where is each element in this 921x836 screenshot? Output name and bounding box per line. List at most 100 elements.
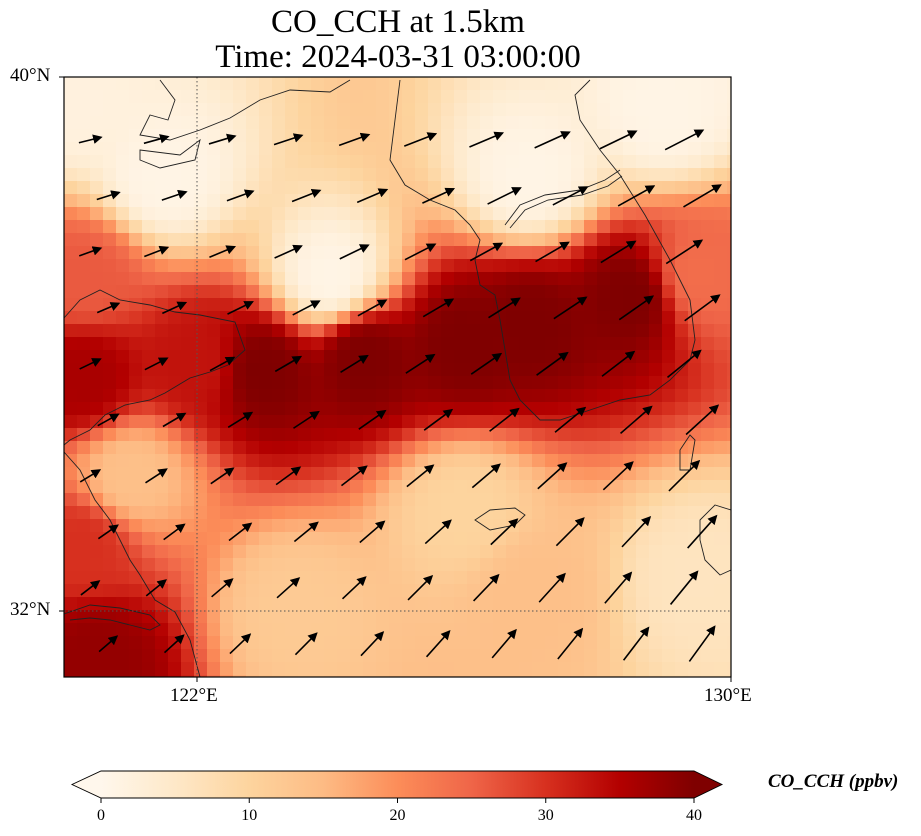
field-cell [415, 376, 429, 390]
field-cell [142, 415, 156, 429]
field-cell [220, 181, 234, 195]
field-cell [610, 285, 624, 299]
field-cell [506, 168, 520, 182]
field-cell [324, 610, 338, 624]
wind-arrow [275, 466, 302, 486]
field-cell [610, 77, 624, 78]
field-cell [77, 571, 91, 585]
field-cell [298, 259, 312, 273]
field-cell [363, 467, 377, 481]
field-cell [350, 662, 364, 676]
field-cell [168, 116, 182, 130]
field-cell [727, 649, 731, 663]
field-cell [415, 532, 429, 546]
field-cell [194, 207, 208, 221]
field-cell [649, 220, 663, 234]
field-cell [272, 454, 286, 468]
field-cell [610, 571, 624, 585]
field-cell [480, 402, 494, 416]
field-cell [363, 246, 377, 260]
field-cell [675, 142, 689, 156]
field-cell [77, 337, 91, 351]
field-cell [597, 402, 611, 416]
field-cell [714, 597, 728, 611]
field-cell [376, 337, 390, 351]
field-cell [506, 558, 520, 572]
field-cell [207, 350, 221, 364]
field-cell [337, 129, 351, 143]
field-cell [441, 103, 455, 117]
field-cell [597, 389, 611, 403]
field-cell [675, 545, 689, 559]
field-cell [363, 142, 377, 156]
field-cell [181, 259, 195, 273]
field-cell [64, 259, 78, 273]
field-cell [441, 168, 455, 182]
field-cell [662, 480, 676, 494]
field-cell [142, 584, 156, 598]
field-cell [662, 116, 676, 130]
field-cell [194, 298, 208, 312]
field-cell [675, 675, 689, 677]
coastline [139, 138, 201, 169]
field-cell [493, 584, 507, 598]
field-cell [155, 155, 169, 169]
field-cell [350, 142, 364, 156]
field-cell [571, 142, 585, 156]
field-cell [350, 493, 364, 507]
field-cell [532, 103, 546, 117]
field-cell [77, 662, 91, 676]
field-cell [506, 285, 520, 299]
field-cell [558, 688, 572, 702]
field-cell [129, 311, 143, 325]
field-cell [77, 155, 91, 169]
field-cell [493, 272, 507, 286]
field-cell [77, 519, 91, 533]
field-cell [532, 337, 546, 351]
field-cell [610, 194, 624, 208]
field-cell [324, 558, 338, 572]
field-cell [688, 623, 702, 637]
field-cell [662, 688, 676, 702]
field-cell [610, 649, 624, 663]
field-cell [363, 688, 377, 702]
field-cell [207, 77, 221, 78]
field-cell [610, 688, 624, 702]
field-cell [116, 311, 130, 325]
field-cell [324, 194, 338, 208]
field-cell [220, 675, 234, 677]
field-cell [714, 168, 728, 182]
field-cell [623, 454, 637, 468]
field-cell [467, 415, 481, 429]
field-cell [701, 337, 715, 351]
field-cell [246, 246, 260, 260]
field-cell [233, 545, 247, 559]
field-cell [428, 467, 442, 481]
field-cell [727, 168, 731, 182]
field-cell [545, 181, 559, 195]
field-cell [220, 376, 234, 390]
field-cell [272, 194, 286, 208]
field-cell [64, 441, 78, 455]
wind-arrow [621, 515, 652, 548]
field-cell [532, 363, 546, 377]
field-cell [64, 441, 65, 455]
field-cell [402, 545, 416, 559]
field-cell [64, 311, 78, 325]
field-cell [350, 77, 364, 91]
field-cell [77, 363, 91, 377]
field-cell [389, 675, 403, 677]
field-cell [415, 129, 429, 143]
field-cell [415, 545, 429, 559]
field-cell [77, 350, 91, 364]
field-cell [493, 168, 507, 182]
y-tick-label: 32°N [10, 599, 51, 620]
field-cell [285, 428, 299, 442]
field-cell [285, 571, 299, 585]
field-cell [207, 116, 221, 130]
field-cell [207, 623, 221, 637]
field-cell [103, 584, 117, 598]
field-cell [506, 311, 520, 325]
field-cell [493, 480, 507, 494]
